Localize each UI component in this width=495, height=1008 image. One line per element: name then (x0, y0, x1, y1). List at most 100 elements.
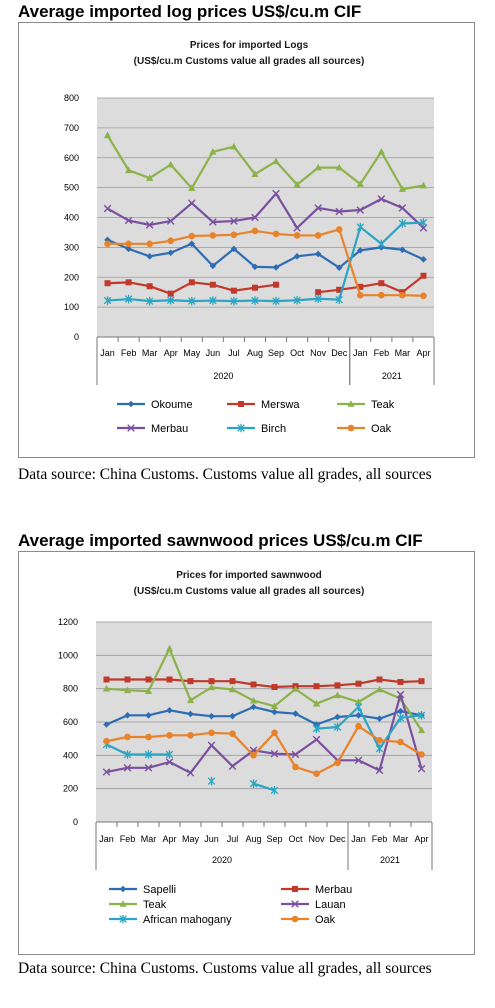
sawn-series-oak (103, 722, 425, 777)
logs-series-merswa-point (420, 272, 427, 279)
sawn-series-lauan-point (312, 735, 321, 744)
logs-series-merbau-point (335, 207, 344, 216)
logs-series-okoume-point (356, 247, 364, 254)
sawn-series-sapelli-point (229, 712, 236, 720)
sawn-x-tick-label: Apr (414, 834, 428, 844)
sawn-series-merbau-point (397, 679, 404, 685)
sawn-series-oak-point (418, 751, 425, 758)
logs-series-teak-point (230, 142, 238, 150)
logs-series-teak-point (146, 174, 154, 181)
logs-series-birch-point (356, 222, 365, 232)
sawn-series-oak-point (229, 730, 236, 737)
logs-y-tick-label: 300 (64, 242, 79, 252)
sawn-series-african-mahogany-point (354, 702, 363, 712)
sawn-x-tick-label: Feb (120, 834, 136, 844)
logs-series-birch-point (335, 295, 343, 304)
sawn-series-teak-point (207, 683, 216, 691)
logs-x-tick-label: Oct (290, 348, 305, 358)
sawn-series-merbau-point (334, 682, 341, 689)
sawnwood-prices-svg: Prices for imported sawnwood (US$/cu.m Cu… (58, 570, 433, 926)
logs-series-birch-point (145, 296, 154, 306)
logs-series-birch (103, 218, 428, 306)
sawn-series-african-mahogany-point (165, 750, 174, 759)
sawn-series-lauan (102, 690, 426, 777)
logs-x-tick-label: Jun (206, 348, 221, 358)
sawn-series-oak-point (166, 732, 173, 739)
logs-series-merswa-point (378, 280, 385, 287)
logs-series-teak-point (335, 163, 343, 171)
sawn-series-oak-point (103, 737, 110, 745)
sawn-legend-oak: Oak (281, 914, 336, 926)
sawn-legend-teak: Teak (109, 899, 167, 911)
logs-x-tick-label: Jan (100, 348, 115, 358)
sawn-series-teak-point (186, 696, 195, 704)
sawn-series-lauan-point (228, 762, 237, 770)
sawn-series-merbau-point (208, 678, 215, 685)
logs-series-teak-point (377, 147, 385, 155)
sawn-x-tick-label: Jun (204, 834, 219, 844)
logs-series-birch-point (398, 219, 407, 228)
sawn-series-oak-point (250, 752, 257, 759)
logs-series-teak-point (272, 157, 280, 165)
sawn-series-teak-point (270, 702, 279, 709)
logs-series-teak-point (251, 170, 259, 177)
logs-series-teak-point (103, 131, 112, 139)
logs-series-merswa-point (146, 283, 153, 290)
logs-legend-oak-marker (347, 424, 355, 432)
sawn-series-lauan-point (144, 764, 153, 772)
logs-series-okoume-point (188, 240, 196, 248)
logs-series-merswa-point (251, 284, 258, 291)
sawn-legend-sapelli-marker (119, 885, 127, 893)
logs-series-okoume-point (399, 246, 406, 254)
logs-year-label: 2020 (213, 371, 233, 381)
logs-x-tick-label: Aug (247, 348, 263, 358)
sawn-series-oak-point (355, 722, 362, 730)
logs-series-teak-point (209, 147, 217, 155)
sawn-series-sapelli-point (208, 712, 215, 720)
logs-series-merswa-line (318, 274, 425, 294)
sawn-x-tick-label: Apr (162, 834, 176, 844)
logs-series-teak-point (124, 166, 133, 174)
logs-series-merbau-point (209, 218, 217, 226)
logs-legend-oak-label: Oak (371, 423, 392, 435)
logs-series-okoume-point (251, 263, 259, 271)
sawn-series-oak-point (208, 729, 215, 737)
logs-y-tick-label: 800 (64, 93, 79, 103)
logs-series-okoume-point (335, 264, 343, 271)
sawn-series-merbau-point (250, 681, 257, 688)
logs-series-merbau-point (314, 204, 322, 212)
sawn-legend-lauan-label: Lauan (315, 899, 346, 911)
sawn-series-lauan-point (417, 764, 426, 773)
sawn-y-tick-label: 600 (63, 717, 78, 727)
sawn-series-oak-point (376, 737, 383, 744)
sawn-x-tick-label: Mar (393, 834, 409, 844)
sawn-legend-lauan: Lauan (281, 899, 346, 911)
sawn-series-lauan-point (207, 741, 216, 750)
logs-series-birch-point (314, 294, 322, 304)
log-prices-chart: Prices for imported Logs (US$/cu.m Custom… (18, 22, 475, 458)
logs-y-tick-label: 500 (64, 183, 79, 193)
logs-series-merswa-point (209, 281, 216, 288)
sawn-series-lauan-point (165, 758, 174, 766)
logs-series-oak-point (356, 291, 364, 299)
sawn-series-oak-point (124, 733, 131, 741)
sawn-legend-oak-label: Oak (315, 914, 336, 926)
logs-series-oak-point (293, 232, 301, 239)
logs-series-merbau-point (124, 216, 133, 225)
logs-series-merswa-point (315, 289, 322, 296)
sawn-series-merbau-point (229, 678, 236, 685)
logs-series-merbau-point (398, 204, 407, 212)
logs-x-tick-label: Sep (268, 348, 284, 358)
logs-series-birch-point (293, 295, 301, 305)
sawn-series-teak-point (228, 685, 237, 693)
logs-series-oak-point (314, 232, 322, 239)
sawn-series-oak-point (187, 732, 194, 739)
sawn-series-merbau-point (166, 676, 173, 683)
logs-series-merbau-line (106, 192, 425, 230)
sawn-series-lauan-point (186, 769, 195, 777)
logs-x-tick-label: Mar (142, 348, 158, 358)
logs-legend-okoume: Okoume (117, 399, 193, 411)
logs-series-merswa-point (104, 280, 111, 287)
sawn-x-tick-label: Dec (329, 834, 346, 844)
log-prices-heading: Average imported log prices US$/cu.m CIF (18, 2, 362, 21)
